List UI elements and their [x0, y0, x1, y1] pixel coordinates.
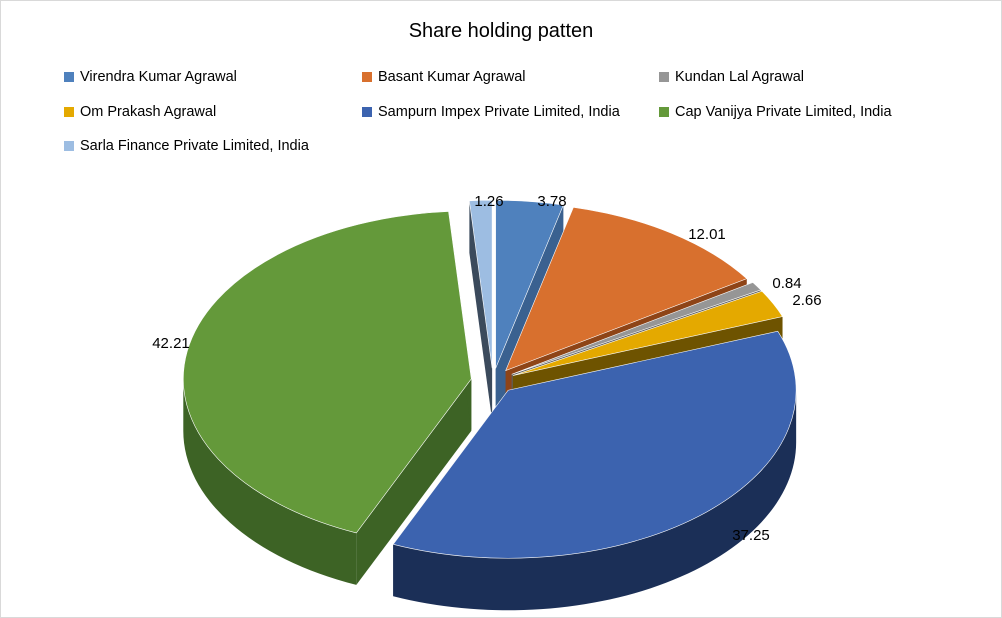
legend-swatch — [659, 107, 669, 117]
data-label: 42.21 — [152, 335, 190, 352]
data-label: 1.26 — [474, 193, 503, 210]
legend-item: Om Prakash Agrawal — [64, 104, 216, 120]
legend-swatch — [64, 107, 74, 117]
legend-item: Kundan Lal Agrawal — [659, 69, 804, 85]
data-label: 0.84 — [772, 275, 801, 292]
legend-item: Sarla Finance Private Limited, India — [64, 138, 309, 154]
legend-swatch — [659, 72, 669, 82]
data-label: 2.66 — [792, 292, 821, 309]
slice-side — [469, 200, 493, 421]
slice-top — [392, 330, 797, 559]
slice-top — [469, 199, 493, 369]
slice-top — [512, 290, 784, 376]
legend-swatch — [64, 141, 74, 151]
legend-swatch — [362, 72, 372, 82]
legend-item: Sampurn Impex Private Limited, India — [362, 104, 620, 120]
slice-wall — [183, 378, 357, 585]
legend-label: Kundan Lal Agrawal — [675, 69, 804, 85]
legend-item: Virendra Kumar Agrawal — [64, 69, 237, 85]
slice-side — [356, 378, 472, 585]
legend: Virendra Kumar Agrawal Basant Kumar Agraw… — [1, 1, 1001, 171]
data-label: 37.25 — [732, 527, 770, 544]
data-label: 12.01 — [688, 226, 726, 243]
legend-label: Om Prakash Agrawal — [80, 104, 217, 120]
data-label: 3.78 — [537, 193, 566, 210]
legend-item: Cap Vanijya Private Limited, India — [659, 104, 892, 120]
legend-label: Sampurn Impex Private Limited, India — [378, 104, 620, 120]
legend-swatch — [362, 107, 372, 117]
chart-title: Share holding patten — [408, 20, 594, 42]
pie-slice — [392, 330, 797, 611]
legend-label: Cap Vanijya Private Limited, India — [675, 104, 892, 120]
slice-top — [505, 206, 748, 372]
pie-slice — [469, 199, 493, 421]
legend-item: Basant Kumar Agrawal — [362, 69, 526, 85]
slice-top — [183, 211, 472, 534]
legend-label: Basant Kumar Agrawal — [378, 69, 526, 85]
pie-slice — [183, 211, 472, 585]
slice-wall — [393, 390, 797, 611]
slice-top — [495, 200, 564, 369]
legend-swatch — [64, 72, 74, 82]
slice-top — [511, 282, 762, 375]
legend-label: Sarla Finance Private Limited, India — [80, 138, 309, 154]
legend-label: Virendra Kumar Agrawal — [80, 69, 237, 85]
